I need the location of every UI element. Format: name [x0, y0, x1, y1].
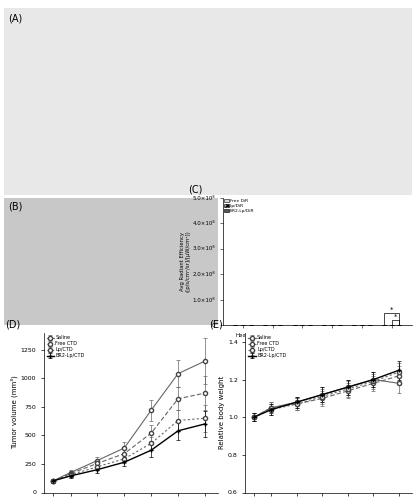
- Text: (E): (E): [209, 320, 223, 330]
- Y-axis label: Tumor volume (mm³): Tumor volume (mm³): [10, 376, 17, 450]
- Y-axis label: Relative body weight: Relative body weight: [219, 376, 225, 449]
- Text: (D): (D): [5, 320, 20, 330]
- Text: (B): (B): [8, 202, 23, 211]
- Text: (A): (A): [8, 13, 22, 23]
- Text: (C): (C): [188, 185, 203, 195]
- Legend: Free DiR, Lp/DiR, BR2-Lp/DiR: Free DiR, Lp/DiR, BR2-Lp/DiR: [224, 199, 255, 214]
- Legend: Saline, Free CTD, Lp/CTD, BR2-Lp/CTD: Saline, Free CTD, Lp/CTD, BR2-Lp/CTD: [248, 335, 287, 359]
- Text: *: *: [390, 307, 393, 313]
- Y-axis label: Avg Radiant Efficiency
([p/s/cm²/sr]/[μW/cm²]): Avg Radiant Efficiency ([p/s/cm²/sr]/[μW…: [180, 230, 191, 292]
- Legend: Saline, Free CTD, Lp/CTD, BR2-Lp/CTD: Saline, Free CTD, Lp/CTD, BR2-Lp/CTD: [46, 335, 85, 359]
- Text: *: *: [394, 314, 397, 320]
